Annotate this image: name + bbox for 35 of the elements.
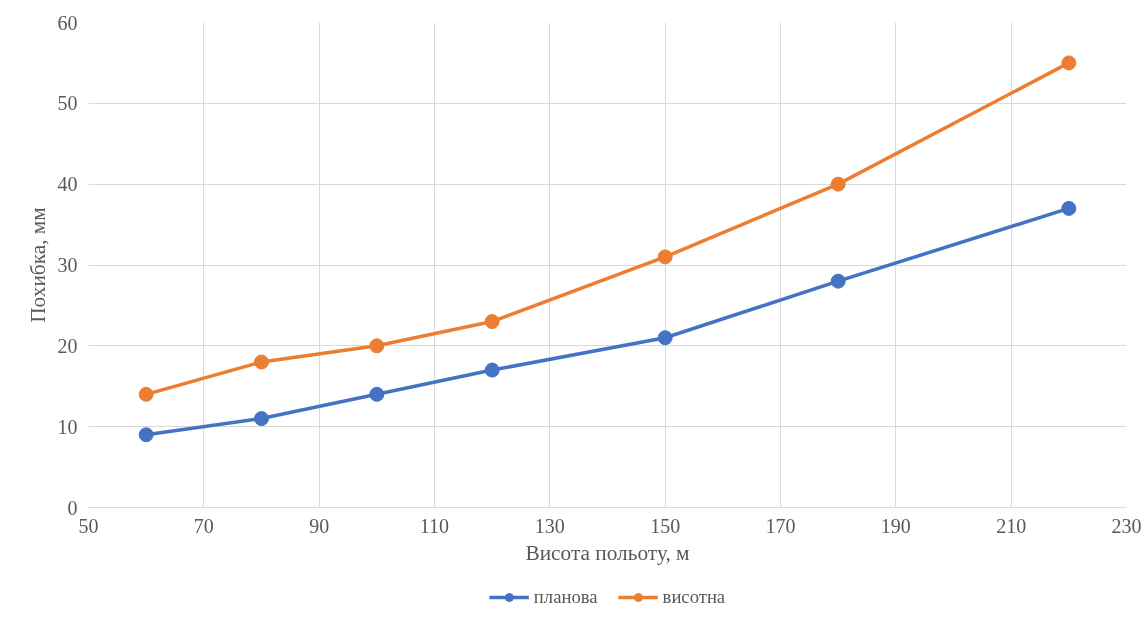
x-tick-label: 190 — [880, 514, 911, 537]
point — [830, 273, 846, 289]
y-axis-title: Похибка, мм — [25, 207, 50, 323]
x-tick-label: 110 — [419, 514, 450, 537]
x-tick-label: 170 — [765, 514, 796, 537]
x-tick-label: 70 — [193, 514, 214, 537]
legend-label: планова — [533, 586, 598, 608]
x-tick-label: 150 — [650, 514, 681, 537]
legend-label: висотна — [662, 586, 726, 608]
x-axis-title: Висота польоту, м — [525, 540, 690, 565]
point — [657, 330, 673, 346]
y-tick-label: 0 — [67, 496, 78, 519]
x-tick-label: 230 — [1111, 514, 1142, 537]
y-tick-label: 10 — [57, 415, 78, 438]
y-tick-label: 30 — [57, 254, 78, 276]
x-tick-label: 50 — [78, 514, 99, 537]
point — [484, 314, 500, 330]
y-tick-label: 60 — [57, 11, 78, 34]
point — [254, 411, 269, 427]
point — [254, 354, 269, 370]
point — [1061, 200, 1077, 216]
point — [138, 386, 154, 402]
x-tick-label: 210 — [996, 514, 1027, 537]
y-tick-label: 40 — [57, 173, 78, 196]
point — [369, 386, 385, 402]
point — [138, 427, 154, 443]
point — [484, 362, 500, 378]
x-tick-label: 130 — [534, 514, 565, 537]
y-tick-label: 20 — [57, 334, 78, 357]
point — [657, 249, 673, 265]
point — [369, 338, 385, 354]
x-tick-label: 90 — [309, 514, 330, 537]
y-tick-label: 50 — [57, 92, 78, 115]
point — [1061, 55, 1077, 71]
point — [830, 176, 846, 192]
